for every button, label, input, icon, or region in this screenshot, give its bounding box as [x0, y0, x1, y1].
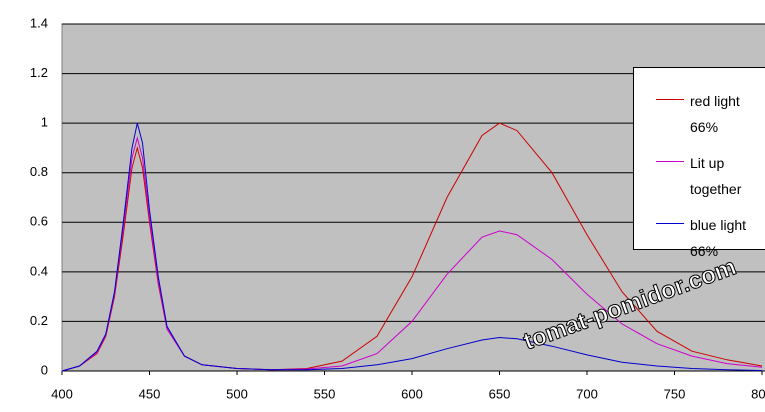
legend-swatch [656, 161, 684, 162]
x-tick-label: 600 [401, 386, 423, 401]
x-tick-label: 450 [139, 386, 161, 401]
series-line [61, 122, 763, 372]
x-tick-label: 750 [664, 386, 686, 401]
x-tick-label: 550 [314, 386, 336, 401]
legend-swatch [656, 99, 684, 100]
y-tick-label: 0.8 [30, 164, 48, 179]
legend-swatch [656, 223, 684, 224]
legend-label: blue light 66% [690, 217, 747, 259]
y-tick-label: 0.6 [30, 214, 48, 229]
legend-label: red light 66% [690, 93, 740, 135]
y-tick-label: 1 [41, 115, 48, 130]
y-tick-label: 0.4 [30, 263, 48, 278]
y-tick-label: 1.2 [30, 65, 48, 80]
y-tick-label: 0 [41, 362, 48, 377]
x-tick-label: 500 [226, 386, 248, 401]
x-tick-label: 800 [751, 386, 765, 401]
x-tick-label: 700 [576, 386, 598, 401]
x-tick-label: 650 [489, 386, 511, 401]
y-tick-label: 1.4 [30, 15, 48, 30]
legend-label: Lit up together [690, 155, 742, 197]
y-tick-label: 0.2 [30, 313, 48, 328]
x-tick-label: 400 [51, 386, 73, 401]
legend: red light 66% Lit up together blue light 6… [633, 67, 765, 259]
